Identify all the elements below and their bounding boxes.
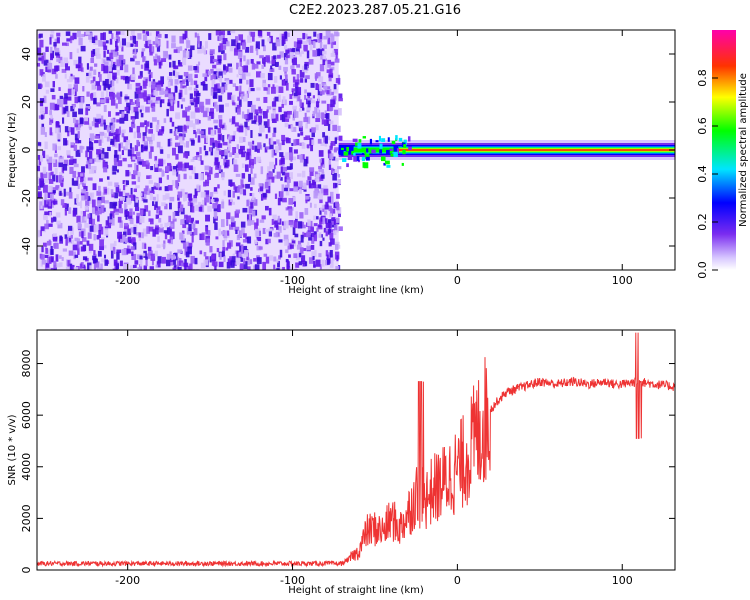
x-tick-label: -200 bbox=[115, 574, 140, 587]
snr-frame bbox=[36, 329, 676, 571]
x-tick-label: -200 bbox=[115, 274, 140, 287]
y-tick-label: 0 bbox=[20, 147, 33, 154]
spectrogram-xlabel: Height of straight line (km) bbox=[288, 285, 424, 296]
x-tick-label: 100 bbox=[612, 274, 633, 287]
spectrogram-signal-band bbox=[338, 135, 675, 169]
y-tick-label: 2000 bbox=[20, 504, 33, 532]
y-tick-label: -40 bbox=[20, 237, 33, 255]
spectrogram-ylabel: Frequency (Hz) bbox=[7, 112, 18, 188]
colorbar-tick-label: 0.6 bbox=[696, 117, 709, 135]
snr-ylabel: SNR (10 * v/v) bbox=[7, 414, 18, 485]
y-tick-label: 6000 bbox=[20, 401, 33, 429]
y-tick-label: -20 bbox=[20, 189, 33, 207]
y-tick-label: 8000 bbox=[20, 350, 33, 378]
chart-title: C2E2.2023.287.05.21.G16 bbox=[289, 3, 461, 18]
colorbar-ticks: 0.0 0.2 0.4 0.6 0.8 bbox=[696, 69, 718, 279]
snr-series-line bbox=[37, 332, 675, 568]
x-tick-label: -100 bbox=[280, 274, 305, 287]
snr-xlabel: Height of straight line (km) bbox=[288, 585, 424, 596]
x-tick-label: 0 bbox=[454, 574, 461, 587]
colorbar-tick-label: 0.8 bbox=[696, 69, 709, 87]
colorbar: 0.0 0.2 0.4 0.6 0.8 Normalized spectral ampl… bbox=[696, 30, 749, 279]
colorbar-tick-label: 0.4 bbox=[696, 165, 709, 183]
colorbar-label: Normalized spectral amplitude bbox=[738, 73, 749, 227]
x-tick-label: -100 bbox=[280, 574, 305, 587]
spectrogram-noise-region bbox=[37, 30, 343, 270]
colorbar-tick-label: 0.0 bbox=[696, 261, 709, 279]
y-tick-label: 20 bbox=[20, 95, 33, 109]
y-tick-label: 4000 bbox=[20, 453, 33, 481]
x-tick-label: 100 bbox=[612, 574, 633, 587]
colorbar-gradient bbox=[712, 30, 736, 270]
colorbar-tick-label: 0.2 bbox=[696, 213, 709, 231]
y-tick-label: 0 bbox=[20, 567, 33, 574]
x-tick-label: 0 bbox=[454, 274, 461, 287]
y-tick-label: 40 bbox=[20, 47, 33, 61]
